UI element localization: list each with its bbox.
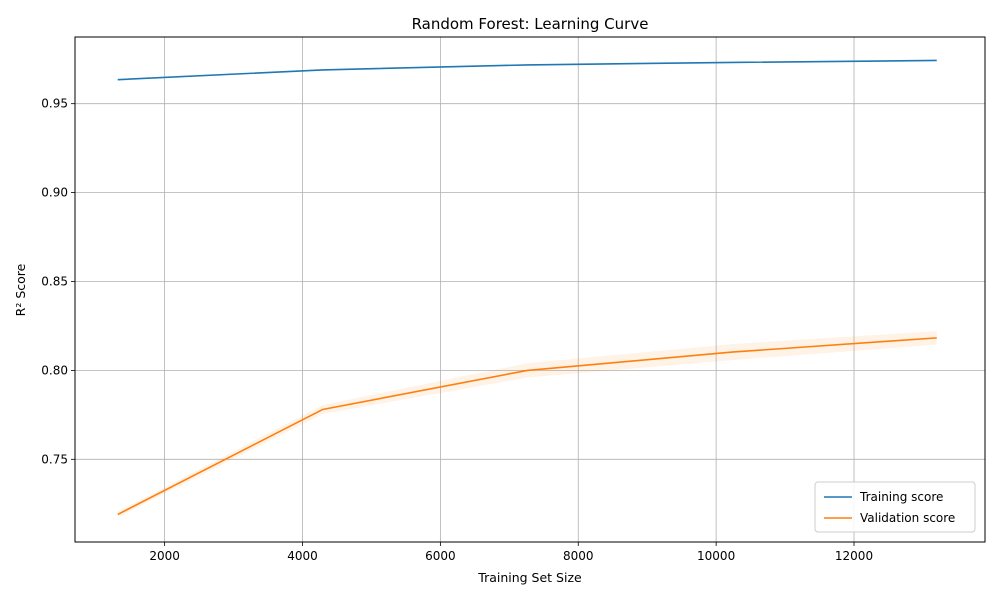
series-lines	[117, 59, 937, 516]
y-tick-label: 0.75	[41, 452, 68, 466]
y-axis-title: R² Score	[13, 263, 28, 316]
x-tick-label: 4000	[287, 549, 318, 563]
training-score-legend-label: Training score	[859, 490, 943, 504]
x-tick-label: 2000	[149, 549, 180, 563]
confidence-bands	[117, 60, 937, 518]
plot-frame	[74, 36, 986, 543]
y-tick-label: 0.95	[41, 97, 68, 111]
validation-score-band	[117, 331, 937, 518]
x-tick-label: 8000	[563, 549, 594, 563]
training-score-line	[117, 59, 937, 81]
validation-score-legend-label: Validation score	[860, 511, 955, 525]
validation-score-line	[117, 337, 937, 516]
legend-box	[814, 481, 976, 533]
chart-title: Random Forest: Learning Curve	[412, 15, 649, 33]
training-score-band	[117, 60, 937, 81]
x-tick-label: 10000	[697, 549, 735, 563]
y-tick-label: 0.90	[41, 186, 68, 200]
x-tick-label: 6000	[425, 549, 456, 563]
legend: Training score Validation score	[814, 481, 976, 533]
y-tick-label: 0.80	[41, 363, 68, 377]
ticks: 2000 4000 6000 8000 10000 12000 0.75 0.80 0.85 0.…	[41, 97, 873, 563]
y-tick-label: 0.85	[41, 274, 68, 288]
x-axis-title: Training Set Size	[477, 570, 582, 585]
x-tick-label: 12000	[835, 549, 873, 563]
